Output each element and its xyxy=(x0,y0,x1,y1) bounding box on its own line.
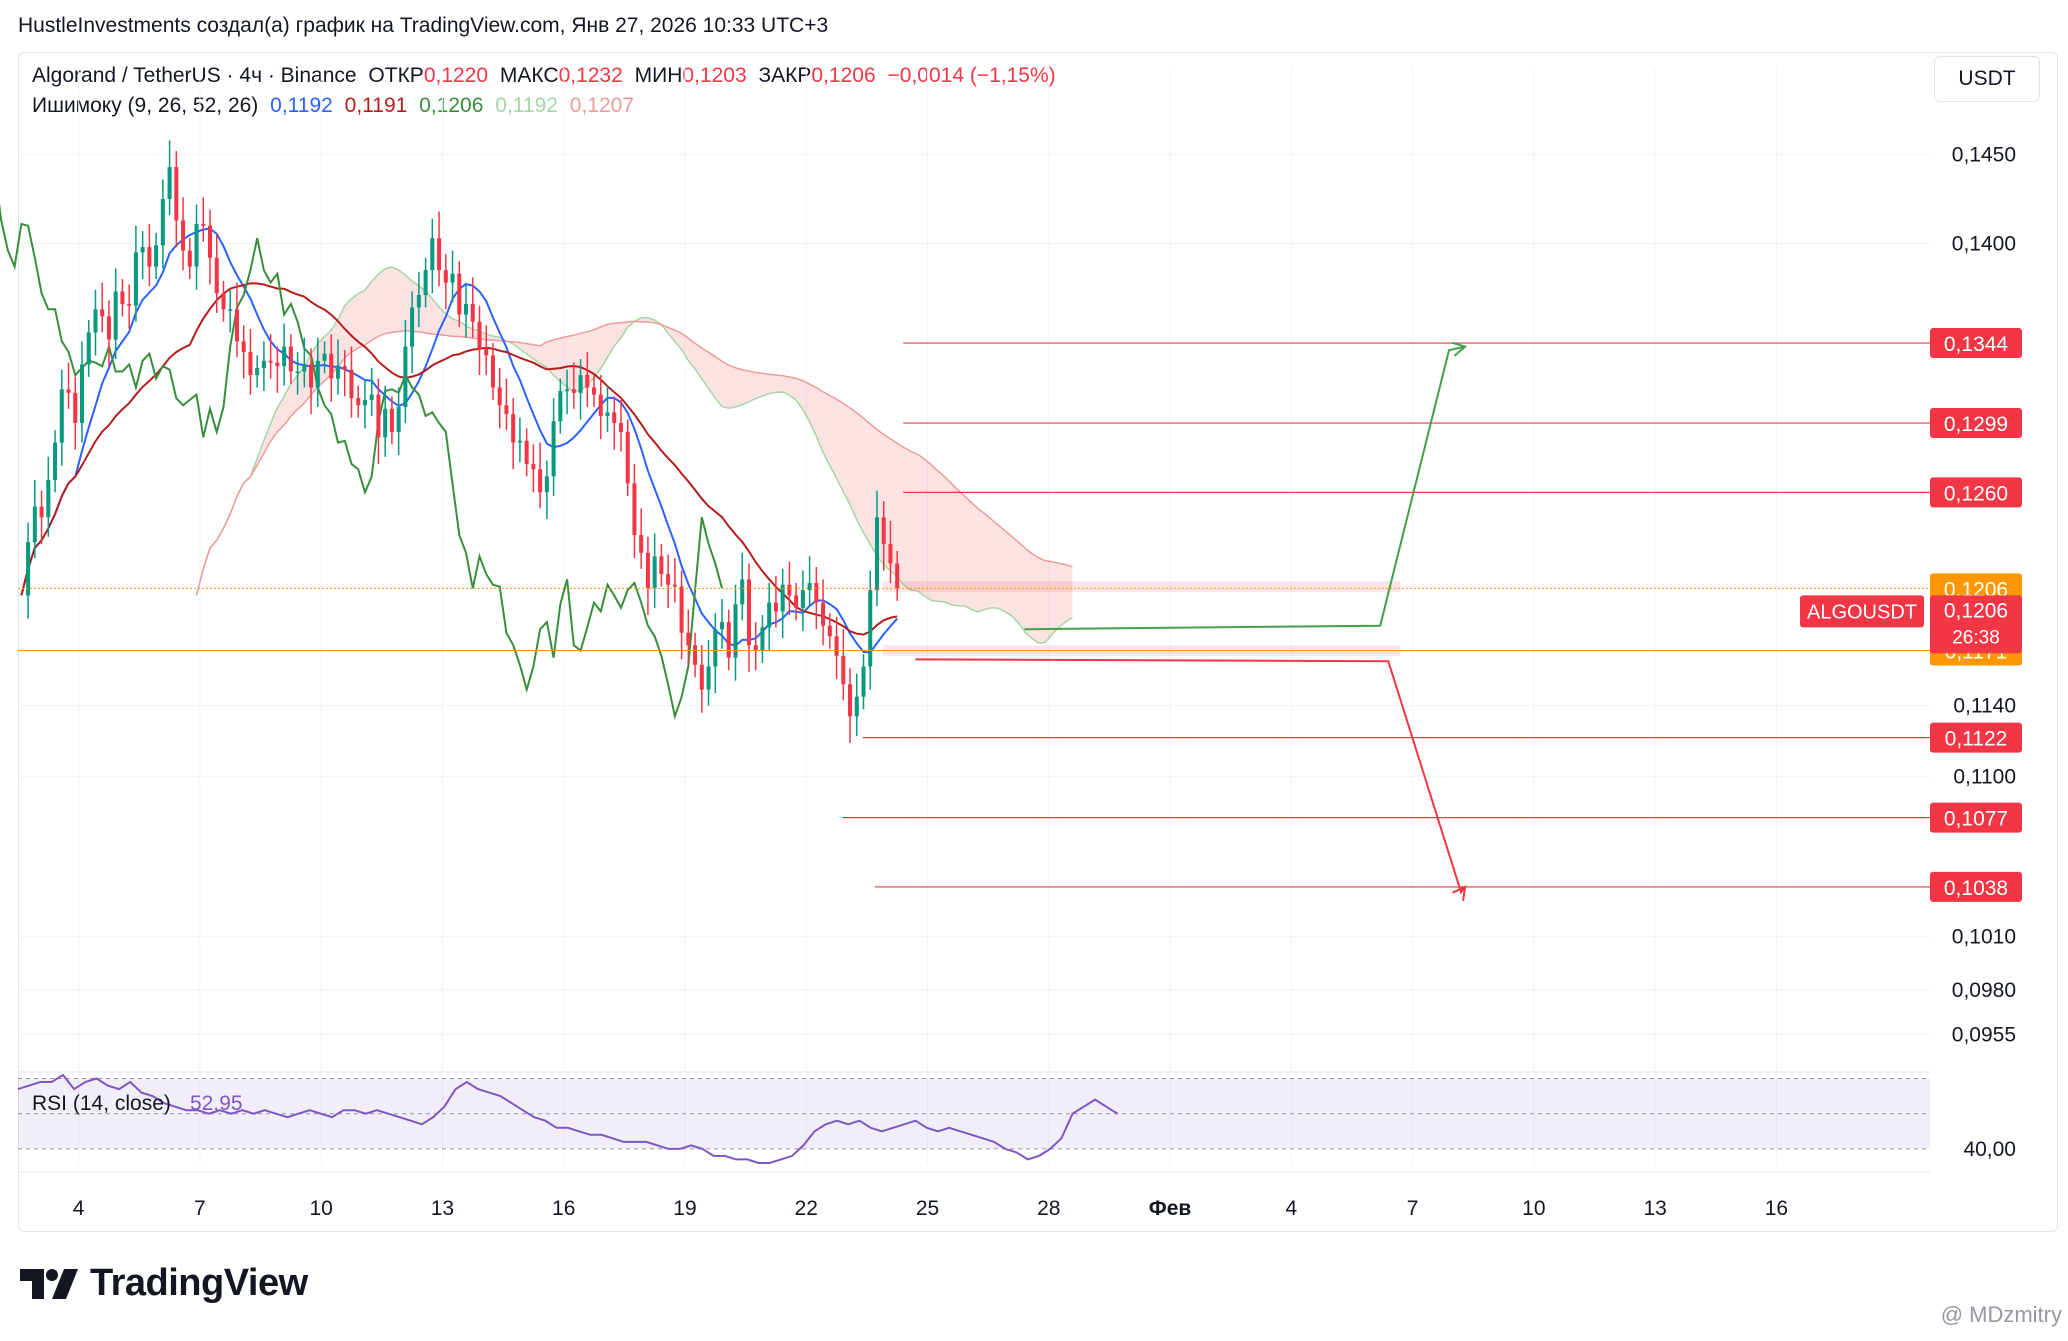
close-label: ЗАКР xyxy=(758,64,812,87)
ichimoku-span-b-value: 0,1207 xyxy=(569,94,634,117)
low-value: 0,1203 xyxy=(682,64,747,87)
high-label: МАКС xyxy=(499,64,559,87)
ichimoku-lagging-value: 0,1206 xyxy=(419,94,484,117)
close-value: 0,1206 xyxy=(811,64,876,87)
ichimoku-legend: Ишимоку (9, 26, 52, 26) 0,1192 0,1191 0,… xyxy=(32,94,640,118)
tradingview-wordmark: TradingView xyxy=(90,1262,308,1304)
tradingview-logo[interactable]: TradingView xyxy=(20,1262,308,1305)
ichimoku-label[interactable]: Ишимоку (9, 26, 52, 26) xyxy=(32,94,259,117)
change-value: −0,0014 (−1,15%) xyxy=(887,64,1056,87)
ichimoku-span-a-value: 0,1192 xyxy=(495,94,558,117)
ichimoku-conversion-value: 0,1192 xyxy=(270,94,333,117)
tradingview-icon xyxy=(20,1268,78,1299)
symbol-legend: Algorand / TetherUS · 4ч · Binance ОТКР0… xyxy=(32,64,1062,88)
currency-selector[interactable]: USDT xyxy=(1934,56,2040,102)
chart-frame xyxy=(18,52,2058,1232)
high-value: 0,1232 xyxy=(558,64,623,87)
ichimoku-base-value: 0,1191 xyxy=(344,94,408,117)
open-label: ОТКР xyxy=(368,64,424,87)
open-value: 0,1220 xyxy=(423,64,489,87)
low-label: МИН xyxy=(634,64,683,87)
symbol-name[interactable]: Algorand / TetherUS · 4ч · Binance xyxy=(32,64,357,87)
author-watermark: @ MDzmitry xyxy=(1940,1302,2062,1327)
chart-attribution: HustleInvestments создал(а) график на Tr… xyxy=(18,14,829,37)
